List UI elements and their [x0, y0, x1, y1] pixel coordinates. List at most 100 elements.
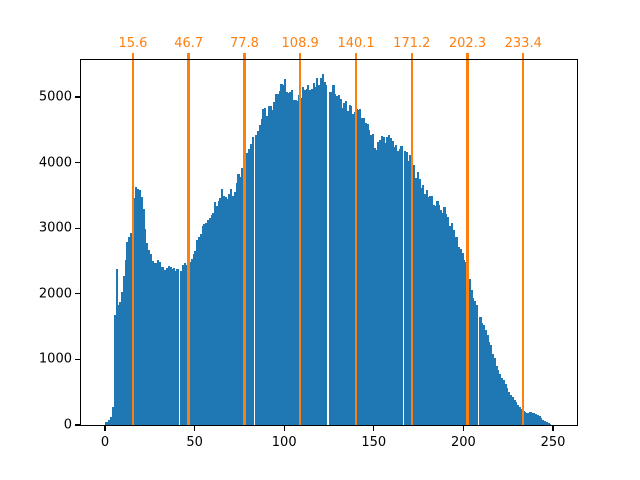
- histogram-bar: [108, 420, 111, 425]
- histogram-bar: [240, 168, 244, 425]
- histogram-bar: [362, 118, 366, 425]
- y-tick: [75, 293, 80, 295]
- histogram-bar: [176, 268, 179, 425]
- histogram-bar: [208, 218, 211, 425]
- histogram-bar: [260, 118, 263, 425]
- histogram-bar: [196, 240, 199, 425]
- histogram-bar: [456, 237, 459, 425]
- y-tick-label: 0: [63, 417, 72, 433]
- histogram-bar: [292, 99, 296, 425]
- histogram-bar: [378, 140, 382, 425]
- y-tick: [75, 424, 80, 426]
- histogram-bar: [531, 412, 534, 425]
- histogram-bar: [470, 289, 473, 425]
- histogram-bar: [507, 392, 511, 425]
- histogram-bar: [504, 384, 507, 425]
- histogram-bar: [335, 95, 339, 425]
- threshold-label: 140.1: [337, 36, 375, 51]
- histogram-bar: [448, 226, 452, 425]
- histogram-bar: [224, 196, 228, 425]
- histogram-bar: [205, 223, 208, 425]
- histogram-bar: [525, 413, 529, 425]
- y-tick: [75, 96, 80, 98]
- histogram-bar: [421, 185, 425, 425]
- histogram-bar: [395, 145, 398, 425]
- histogram-bar: [493, 358, 496, 425]
- histogram-bar: [488, 341, 491, 425]
- histogram-bar: [287, 93, 290, 425]
- histogram-bar: [382, 137, 385, 425]
- y-tick-label: 5000: [38, 89, 72, 105]
- histogram-bar: [221, 188, 224, 425]
- histogram-bar: [271, 109, 274, 425]
- histogram-bar: [214, 201, 217, 425]
- histogram-bar: [275, 93, 278, 425]
- histogram-bar: [282, 85, 285, 425]
- y-tick: [75, 358, 80, 361]
- histogram-bar: [217, 201, 220, 425]
- histogram-bar: [203, 224, 206, 425]
- threshold-label: 171.2: [393, 36, 431, 51]
- histogram-bar: [441, 212, 444, 425]
- histogram-bar: [330, 92, 333, 425]
- histogram-bar: [373, 148, 376, 425]
- histogram-bar: [380, 135, 383, 425]
- histogram-bar: [312, 82, 315, 425]
- histogram-bar: [407, 160, 410, 425]
- histogram-bar: [149, 253, 152, 425]
- threshold-line: [243, 60, 246, 425]
- top-tick: [521, 53, 525, 59]
- histogram-bar: [438, 205, 441, 425]
- histogram-bar: [364, 122, 367, 425]
- histogram-bar: [515, 401, 518, 425]
- histogram-bar: [307, 85, 310, 425]
- histogram-bar: [138, 189, 142, 425]
- histogram-bar: [518, 406, 521, 425]
- histogram-bar: [156, 260, 159, 425]
- histogram-bar: [237, 173, 240, 425]
- histogram-bar: [223, 195, 226, 425]
- histogram-bar: [180, 271, 183, 425]
- histogram-bar: [534, 413, 538, 425]
- histogram-bar: [104, 421, 107, 425]
- histogram-bar: [305, 88, 308, 425]
- histogram-bar: [146, 242, 149, 425]
- histogram-bar: [359, 109, 362, 425]
- y-tick-label: 2000: [38, 286, 72, 302]
- histogram-bar: [294, 100, 297, 425]
- histogram-bar: [169, 267, 172, 425]
- histogram-bar: [137, 189, 140, 425]
- histogram-bar: [346, 110, 349, 425]
- threshold-label: 108.9: [281, 36, 319, 51]
- x-tick-label: 0: [100, 435, 110, 450]
- histogram-bar: [189, 261, 192, 425]
- histogram-bar: [542, 420, 545, 425]
- histogram-bar: [323, 82, 326, 425]
- histogram-bar: [128, 236, 131, 425]
- histogram-bar: [192, 254, 195, 425]
- x-tick-label: 50: [186, 435, 203, 450]
- histogram-bar: [538, 416, 541, 425]
- histogram-bar: [427, 196, 430, 425]
- top-tick: [298, 53, 302, 59]
- histogram-bar: [443, 206, 446, 425]
- histogram-bar: [301, 86, 305, 425]
- x-tick: [552, 426, 554, 431]
- threshold-label: 46.7: [174, 36, 204, 51]
- histogram-bar: [491, 354, 495, 425]
- histogram-bar: [400, 145, 403, 425]
- histogram-bar: [303, 90, 306, 425]
- histogram-bar: [255, 135, 258, 425]
- histogram-bar: [158, 262, 161, 425]
- histogram-bar: [117, 304, 120, 425]
- histogram-bar: [171, 269, 174, 425]
- histogram-bar: [520, 409, 523, 425]
- histogram-bar: [284, 78, 287, 425]
- histogram-bar: [122, 276, 125, 425]
- histogram-bar: [235, 182, 238, 425]
- histogram-bar: [126, 242, 129, 425]
- histogram-bar: [497, 369, 500, 425]
- histogram-bar: [481, 322, 484, 425]
- histogram-bar: [325, 84, 328, 425]
- histogram-bar: [511, 397, 514, 425]
